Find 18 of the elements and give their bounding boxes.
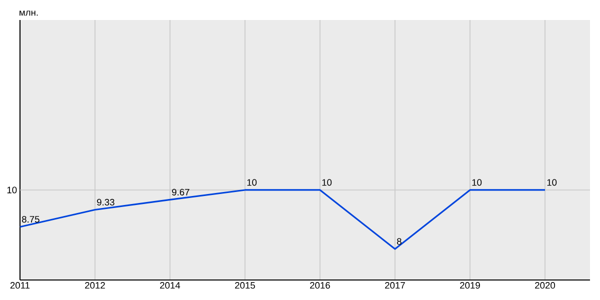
x-tick-label: 2016 bbox=[310, 282, 330, 289]
data-label: 10 bbox=[322, 179, 332, 186]
data-label: 8.75 bbox=[22, 216, 40, 223]
data-label: 8 bbox=[397, 238, 402, 245]
data-label: 10 bbox=[472, 179, 482, 186]
text: 10 bbox=[7, 186, 17, 194]
x-tick-label: 2011 bbox=[10, 282, 30, 289]
text: млн. bbox=[20, 10, 38, 16]
x-tick-label: 2015 bbox=[235, 282, 255, 289]
x-tick-label: 2012 bbox=[85, 282, 105, 289]
x-tick-label: 2017 bbox=[385, 282, 405, 289]
data-label: 9.67 bbox=[172, 188, 190, 196]
x-tick-label: 2014 bbox=[160, 282, 180, 289]
data-label: 10 bbox=[547, 179, 557, 186]
x-tick-label: 2019 bbox=[460, 282, 480, 289]
data-label: 9.33 bbox=[97, 198, 114, 206]
x-tick-label: 2020 bbox=[535, 282, 556, 289]
data-label: 10 bbox=[247, 179, 257, 186]
